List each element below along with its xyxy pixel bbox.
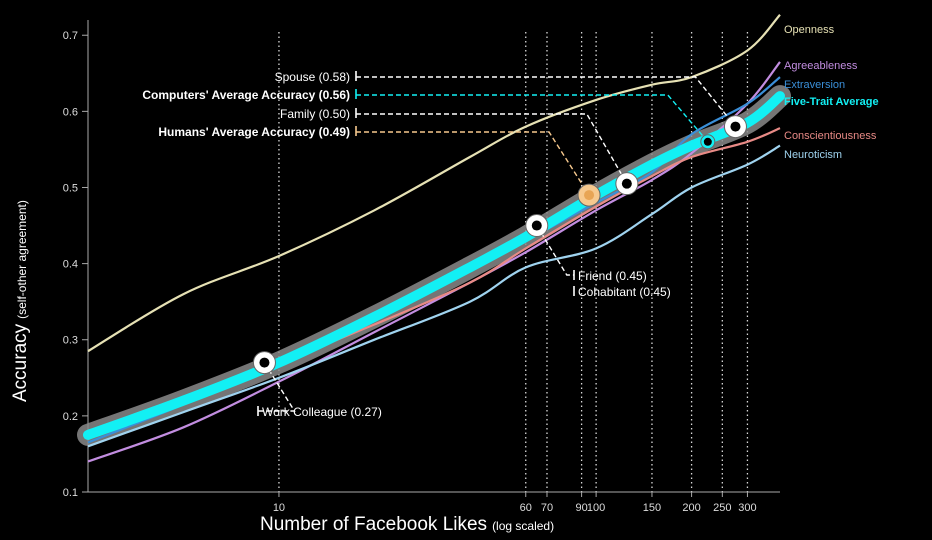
marker-dot-friend-0-45 [531, 220, 542, 231]
x-tick-label-250: 250 [713, 502, 731, 514]
callout-label-spouse-0-58: Spouse (0.58) [275, 70, 350, 84]
y-tick-label-0.1: 0.1 [63, 487, 78, 499]
series-label-conscientiousness: Conscientiousness [784, 130, 877, 142]
callouts: Work Colleague (0.27) Friend (0.45) Cohabi… [142, 70, 736, 419]
y-axis-title: Accuracy(self-other agreement) [10, 200, 31, 402]
series-line-agreeableness [87, 61, 781, 463]
x-tick-label-200: 200 [682, 502, 700, 514]
x-axis-title: Number of Facebook Likes (log scaled) [260, 514, 554, 535]
series-label-openness: Openness [784, 24, 835, 36]
callout-label-humans-average-accuracy-0-49: Humans' Average Accuracy (0.49) [158, 125, 350, 139]
callout-label-family-0-50: Family (0.50) [280, 107, 350, 121]
marker-dot-spouse-0-58 [730, 121, 741, 132]
callout-line-computers-average-accuracy-0-56 [356, 94, 709, 143]
x-tick-label-90: 90 [575, 502, 587, 514]
x-tick-label-100: 100 [587, 502, 605, 514]
callout-label-work-colleague-0-27: Work Colleague (0.27) [262, 405, 382, 419]
callout-label-cohabitant-0-45: Cohabitant (0.45) [578, 285, 671, 299]
y-tick-label-0.3: 0.3 [63, 335, 78, 347]
y-tick-label-0.6: 0.6 [63, 106, 78, 118]
x-tick-label-70: 70 [541, 502, 553, 514]
marker-dot-humans-average-accuracy-0-49 [584, 190, 595, 201]
y-tick-label-0.2: 0.2 [63, 411, 78, 423]
callout-label-friend-0-45: Friend (0.45) [578, 269, 647, 283]
callout-line-friend-0-45 [536, 225, 574, 276]
y-tick-label-0.4: 0.4 [63, 259, 78, 271]
series-labels: Openness Agreeableness Extraversion Five-Tr… [784, 24, 879, 161]
y-tick-label-0.7: 0.7 [63, 30, 78, 42]
series-line-neuroticism [87, 144, 781, 448]
x-tick-label-150: 150 [643, 502, 661, 514]
marker-dot-family-0-50 [621, 178, 632, 189]
axes: 10 60 70 90 100 150 200 250 300 0.1 0.2 0.3 0.4 0.5 0.… [63, 20, 780, 514]
x-tick-label-10: 10 [273, 502, 285, 514]
x-tick-label-300: 300 [738, 502, 756, 514]
marker-dot-work-colleague-0-27 [259, 357, 270, 368]
callout-line-family-0-50 [356, 113, 628, 185]
series-label-agreeableness: Agreeableness [784, 60, 858, 72]
callout-line-spouse-0-58 [356, 76, 736, 128]
series-label-five-trait-average: Five-Trait Average [784, 96, 879, 108]
marker-dot-computers-average-accuracy-0-56 [703, 137, 712, 146]
series-label-extraversion: Extraversion [784, 79, 845, 91]
callout-line-humans-average-accuracy-0-49 [356, 131, 590, 196]
series-lines [77, 13, 791, 463]
series-line-five-trait-average [83, 91, 785, 440]
markers [252, 115, 747, 375]
series-label-neuroticism: Neuroticism [784, 149, 842, 161]
callout-line-work-colleague-0-27 [258, 362, 296, 412]
x-tick-label-60: 60 [520, 502, 532, 514]
callout-label-computers-average-accuracy-0-56: Computers' Average Accuracy (0.56) [142, 88, 350, 102]
y-tick-label-0.5: 0.5 [63, 182, 78, 194]
